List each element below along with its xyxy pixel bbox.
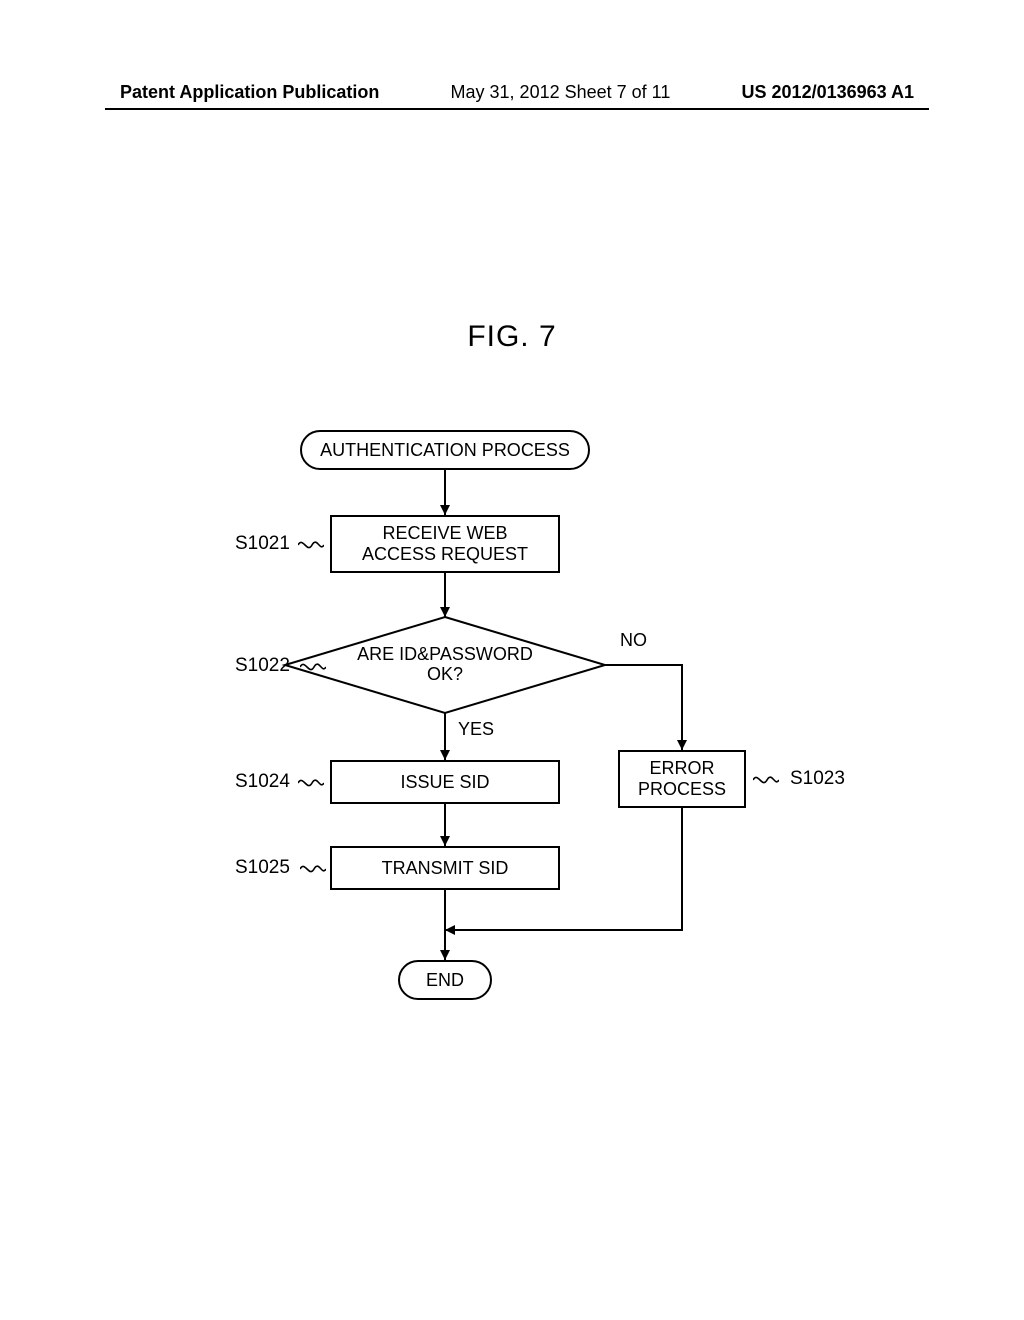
flowchart: AUTHENTICATION PROCESS RECEIVE WEB ACCES… bbox=[0, 430, 1024, 1050]
header-divider bbox=[105, 108, 929, 110]
branch-label-yes: YES bbox=[458, 719, 494, 740]
flow-start-label: AUTHENTICATION PROCESS bbox=[320, 440, 570, 461]
flow-start-terminator: AUTHENTICATION PROCESS bbox=[300, 430, 590, 470]
figure-title: FIG. 7 bbox=[0, 320, 1024, 354]
flow-step-s1023: ERROR PROCESS bbox=[618, 750, 746, 808]
flow-step-s1021-text: RECEIVE WEB ACCESS REQUEST bbox=[362, 523, 528, 564]
flow-step-s1024-text: ISSUE SID bbox=[400, 772, 489, 793]
step-label-s1021: S1021 bbox=[235, 533, 290, 555]
step-label-s1023: S1023 bbox=[790, 768, 845, 790]
flow-step-s1025-text: TRANSMIT SID bbox=[382, 858, 509, 879]
flow-step-s1023-text: ERROR PROCESS bbox=[638, 758, 726, 799]
flow-end-terminator: END bbox=[398, 960, 492, 1000]
squiggle-s1025 bbox=[300, 862, 326, 876]
squiggle-s1021 bbox=[298, 538, 324, 552]
flow-step-s1025: TRANSMIT SID bbox=[330, 846, 560, 890]
flow-decision-s1022-text: ARE ID&PASSWORD OK? bbox=[357, 645, 533, 685]
flow-end-label: END bbox=[426, 970, 464, 991]
header-date-sheet: May 31, 2012 Sheet 7 of 11 bbox=[451, 82, 671, 103]
squiggle-s1023 bbox=[753, 773, 779, 787]
step-label-s1024: S1024 bbox=[235, 771, 290, 793]
flow-decision-s1022: ARE ID&PASSWORD OK? bbox=[345, 643, 545, 687]
squiggle-s1024 bbox=[298, 776, 324, 790]
step-label-s1025: S1025 bbox=[235, 857, 290, 879]
branch-label-no: NO bbox=[620, 630, 647, 651]
flow-step-s1024: ISSUE SID bbox=[330, 760, 560, 804]
page-header: Patent Application Publication May 31, 2… bbox=[0, 82, 1024, 103]
squiggle-s1022 bbox=[300, 660, 326, 674]
header-publication-number: US 2012/0136963 A1 bbox=[742, 82, 914, 103]
flow-step-s1021: RECEIVE WEB ACCESS REQUEST bbox=[330, 515, 560, 573]
header-publication-type: Patent Application Publication bbox=[120, 82, 379, 103]
step-label-s1022: S1022 bbox=[235, 655, 290, 677]
